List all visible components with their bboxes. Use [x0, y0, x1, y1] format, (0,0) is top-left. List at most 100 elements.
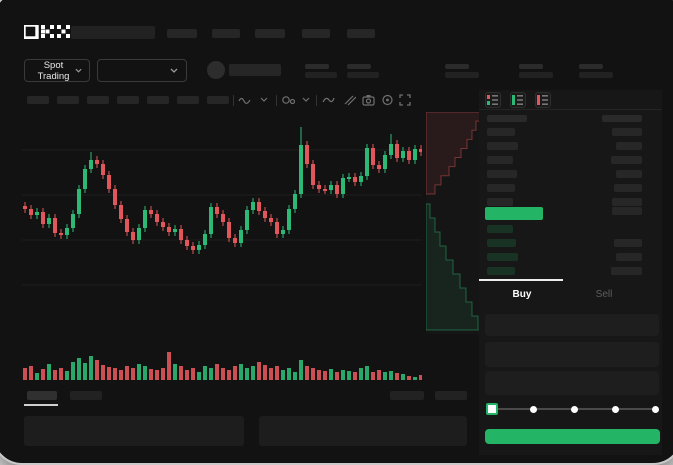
bottom-action-placeholder[interactable] — [435, 391, 467, 400]
interval-placeholder[interactable] — [177, 96, 199, 104]
volume-chart[interactable] — [22, 334, 422, 380]
candle — [275, 222, 279, 234]
volume-bar — [149, 369, 153, 380]
candle — [299, 145, 303, 194]
pair-dropdown[interactable] — [97, 59, 187, 82]
volume-bar — [275, 366, 279, 380]
pair-avatar — [207, 61, 225, 79]
stat-value-placeholder — [445, 72, 479, 78]
nav-item-placeholder[interactable] — [167, 29, 197, 38]
stat-label-placeholder — [445, 64, 469, 69]
candle — [239, 230, 243, 243]
stat-label-placeholder — [519, 64, 543, 69]
volume-bar — [113, 368, 117, 380]
volume-bar — [389, 371, 393, 380]
candle — [59, 233, 63, 235]
interval-placeholder[interactable] — [57, 96, 79, 104]
orderbook-price-bar[interactable] — [485, 207, 543, 220]
orderbook-combined-icon[interactable] — [485, 92, 501, 108]
orderbook-col-header — [487, 115, 527, 122]
indicator-icon[interactable] — [282, 94, 296, 106]
search-placeholder[interactable] — [71, 26, 155, 39]
volume-bar — [83, 363, 87, 380]
bottom-tab-active-placeholder[interactable] — [27, 391, 57, 400]
nav-item-placeholder[interactable] — [255, 29, 285, 38]
volume-bar — [251, 366, 255, 380]
bottom-action-placeholder[interactable] — [390, 391, 424, 400]
nav-item-placeholder[interactable] — [302, 29, 330, 38]
volume-bar — [233, 366, 237, 380]
slider-step-dot[interactable] — [652, 406, 659, 413]
candle — [371, 148, 375, 165]
candle — [203, 234, 207, 245]
candle — [41, 212, 45, 224]
nav-item-placeholder[interactable] — [212, 29, 240, 38]
fullscreen-icon[interactable] — [399, 94, 411, 106]
depth-asks-area — [426, 112, 482, 195]
candle — [317, 185, 321, 189]
volume-bar — [167, 352, 171, 380]
amount-slider-handle[interactable] — [486, 403, 498, 415]
line-wave-icon[interactable] — [322, 94, 335, 106]
volume-bar — [95, 360, 99, 380]
volume-bar — [107, 367, 111, 380]
candle — [47, 218, 51, 224]
orderbook-asks-icon[interactable] — [535, 92, 551, 108]
slider-step-dot[interactable] — [530, 406, 537, 413]
candle-style-icon[interactable] — [238, 94, 251, 106]
interval-placeholder[interactable] — [207, 96, 229, 104]
candle — [143, 210, 147, 228]
volume-bar — [359, 368, 363, 380]
volume-bar — [287, 368, 291, 380]
interval-placeholder[interactable] — [27, 96, 49, 104]
volume-bar — [395, 373, 399, 380]
orderbook-bids-icon[interactable] — [510, 92, 526, 108]
price-row-size-bar — [612, 207, 642, 215]
candle — [329, 185, 333, 190]
tab-sell[interactable]: Sell — [595, 289, 613, 300]
bid-price-bar — [487, 225, 513, 233]
volume-bar — [209, 368, 213, 380]
chevron-down-icon[interactable] — [302, 97, 310, 102]
okx-logo[interactable] — [22, 23, 70, 40]
amount-field-placeholder[interactable] — [485, 342, 659, 367]
candle — [83, 169, 87, 189]
volume-bar — [383, 372, 387, 380]
interval-placeholder[interactable] — [147, 96, 169, 104]
volume-bar — [317, 370, 321, 380]
chevron-down-icon[interactable] — [260, 97, 268, 102]
bottom-panel-placeholder — [259, 416, 467, 446]
camera-icon[interactable] — [362, 94, 375, 106]
candle — [77, 189, 81, 214]
total-field-placeholder[interactable] — [485, 371, 659, 395]
candle — [221, 214, 225, 222]
interval-placeholder[interactable] — [87, 96, 109, 104]
candle — [293, 194, 297, 209]
bid-size-bar — [611, 267, 642, 275]
candle — [89, 160, 93, 169]
depth-chart[interactable] — [426, 112, 482, 334]
candle — [173, 229, 177, 232]
tab-buy[interactable]: Buy — [512, 289, 532, 300]
volume-bar — [203, 366, 207, 380]
place-order-button[interactable] — [485, 429, 660, 444]
volume-bar — [185, 370, 189, 380]
bid-price-bar — [487, 239, 516, 247]
bottom-tab-placeholder[interactable] — [70, 391, 102, 400]
slider-step-dot[interactable] — [612, 406, 619, 413]
volume-bar — [197, 372, 201, 380]
candle — [245, 210, 249, 230]
nav-item-placeholder[interactable] — [347, 29, 375, 38]
interval-placeholder[interactable] — [117, 96, 139, 104]
candlestick-chart[interactable] — [22, 110, 422, 335]
candle — [119, 205, 123, 219]
candle — [347, 177, 351, 179]
drawing-tools-icon[interactable] — [343, 94, 356, 106]
slider-step-dot[interactable] — [571, 406, 578, 413]
volume-bar — [89, 356, 93, 380]
target-icon[interactable] — [381, 94, 394, 106]
volume-bar — [401, 374, 405, 380]
price-field-placeholder[interactable] — [485, 314, 659, 336]
market-type-dropdown[interactable]: Spot Trading — [24, 59, 90, 82]
candle — [209, 207, 213, 234]
